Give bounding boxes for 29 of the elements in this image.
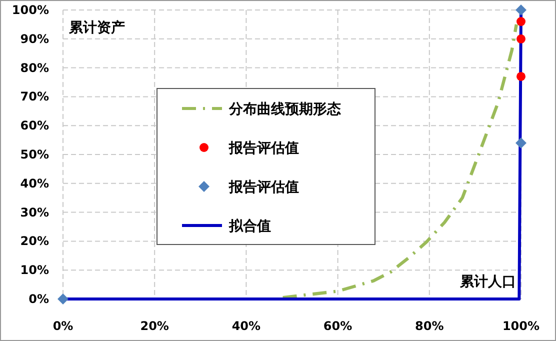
y-tick-label: 30% [20, 205, 49, 220]
y-tick-label: 20% [20, 234, 49, 248]
y-tick-label: 50% [20, 148, 49, 162]
y-tick-label: 90% [20, 32, 49, 46]
x-tick-label: 20% [140, 319, 169, 333]
point [516, 72, 526, 81]
x-tick-label: 80% [415, 319, 444, 333]
y-tick-label: 10% [20, 263, 49, 278]
legend-label: 分布曲线预期形态 [228, 102, 341, 118]
y-tick-label: 40% [20, 176, 49, 190]
y-tick-label: 80% [20, 60, 49, 75]
y-tick-label: 100% [12, 3, 49, 17]
point [58, 294, 68, 304]
x-tick-label: 40% [232, 319, 261, 333]
x-axis-title: 累计人口 [459, 274, 516, 290]
legend-label: 报告评估值 [228, 140, 299, 156]
point [516, 4, 526, 16]
legend-label: 报告评估值 [228, 180, 299, 196]
x-tick-label: 100% [502, 319, 540, 333]
x-tick-label: 0% [52, 319, 74, 333]
legend-label: 拟合值 [228, 218, 271, 234]
x-tick-label: 60% [323, 319, 352, 333]
point [516, 34, 526, 44]
y-tick-label: 0% [28, 292, 49, 306]
y-axis-title: 累计资产 [68, 19, 125, 36]
point [516, 137, 526, 148]
y-tick-label: 60% [20, 118, 49, 133]
y-tick-label: 70% [20, 90, 49, 104]
point [516, 17, 526, 26]
